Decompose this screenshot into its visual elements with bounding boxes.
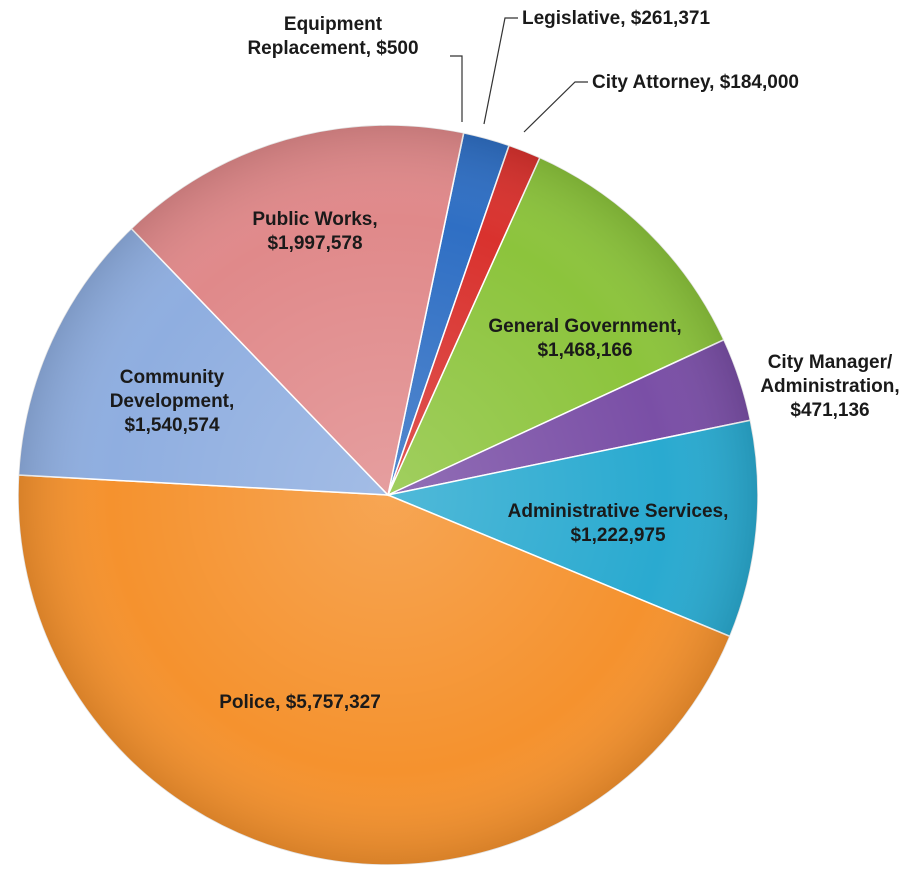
data-label-line: Public Works, <box>252 209 377 230</box>
data-label-line: $1,997,578 <box>267 233 362 254</box>
data-label-line: Replacement, $500 <box>247 38 418 59</box>
data-label-line: Equipment <box>284 14 383 35</box>
data-label-city-attorney: City Attorney, $184,000 <box>592 72 799 93</box>
data-label-line: Legislative, $261,371 <box>522 8 710 29</box>
data-label-line: $471,136 <box>790 400 869 421</box>
data-label-line: Development, <box>110 391 235 412</box>
data-label-line: City Attorney, $184,000 <box>592 72 799 93</box>
data-label-line: $1,468,166 <box>537 340 632 361</box>
data-label-public-works: Public Works, $1,997,578 <box>252 209 377 254</box>
leader-line-equipment-replacement <box>450 55 463 122</box>
data-label-line: Community <box>120 367 225 388</box>
data-label-line: $1,222,975 <box>570 525 666 546</box>
data-label-line: Administrative Services, <box>508 501 729 522</box>
data-label-general-government: General Government, $1,468,166 <box>488 316 681 361</box>
data-label-line: Police, $5,757,327 <box>219 692 381 713</box>
leader-line-legislative <box>483 17 518 125</box>
data-label-equipment-replacement: Equipment Replacement, $500 <box>247 14 418 59</box>
data-label-administrative-services: Administrative Services, $1,222,975 <box>508 501 729 546</box>
data-label-line: General Government, <box>488 316 681 337</box>
data-label-line: Administration, <box>760 376 899 397</box>
data-label-legislative: Legislative, $261,371 <box>522 8 710 29</box>
data-label-line: City Manager/ <box>768 352 893 373</box>
data-label-city-manager-administration: City Manager/Administration, $471,136 <box>760 352 899 421</box>
data-label-line: $1,540,574 <box>124 415 220 436</box>
data-label-police: Police, $5,757,327 <box>219 692 381 713</box>
leader-line-city-attorney <box>523 81 588 133</box>
data-label-community-development: Community Development, $1,540,574 <box>110 367 235 436</box>
